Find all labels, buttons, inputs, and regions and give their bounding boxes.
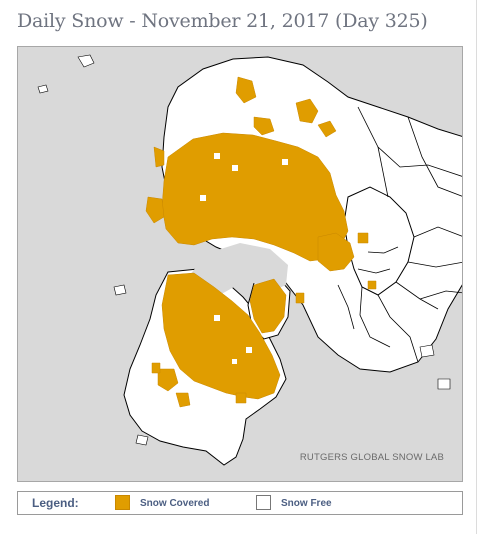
snow-free-label: Snow Free (281, 498, 332, 509)
page-title: Daily Snow - November 21, 2017 (Day 325) (17, 10, 428, 32)
map-credit: RUTGERS GLOBAL SNOW LAB (299, 452, 444, 463)
snow-free-patches (200, 153, 288, 364)
snow-map-svg (37, 54, 462, 466)
snow-map: RUTGERS GLOBAL SNOW LAB (17, 46, 463, 482)
snow-cover-eurasia (145, 76, 377, 304)
country-borders (337, 106, 462, 363)
snow-free-swatch (256, 495, 271, 510)
legend: Legend: Snow Covered Snow Free (17, 491, 463, 515)
legend-label: Legend: (32, 496, 79, 510)
page-right-rule (476, 0, 477, 534)
islands (37, 54, 451, 446)
snow-covered-swatch (115, 495, 130, 510)
snow-covered-label: Snow Covered (140, 498, 210, 509)
snow-cover-north-america (151, 272, 287, 408)
